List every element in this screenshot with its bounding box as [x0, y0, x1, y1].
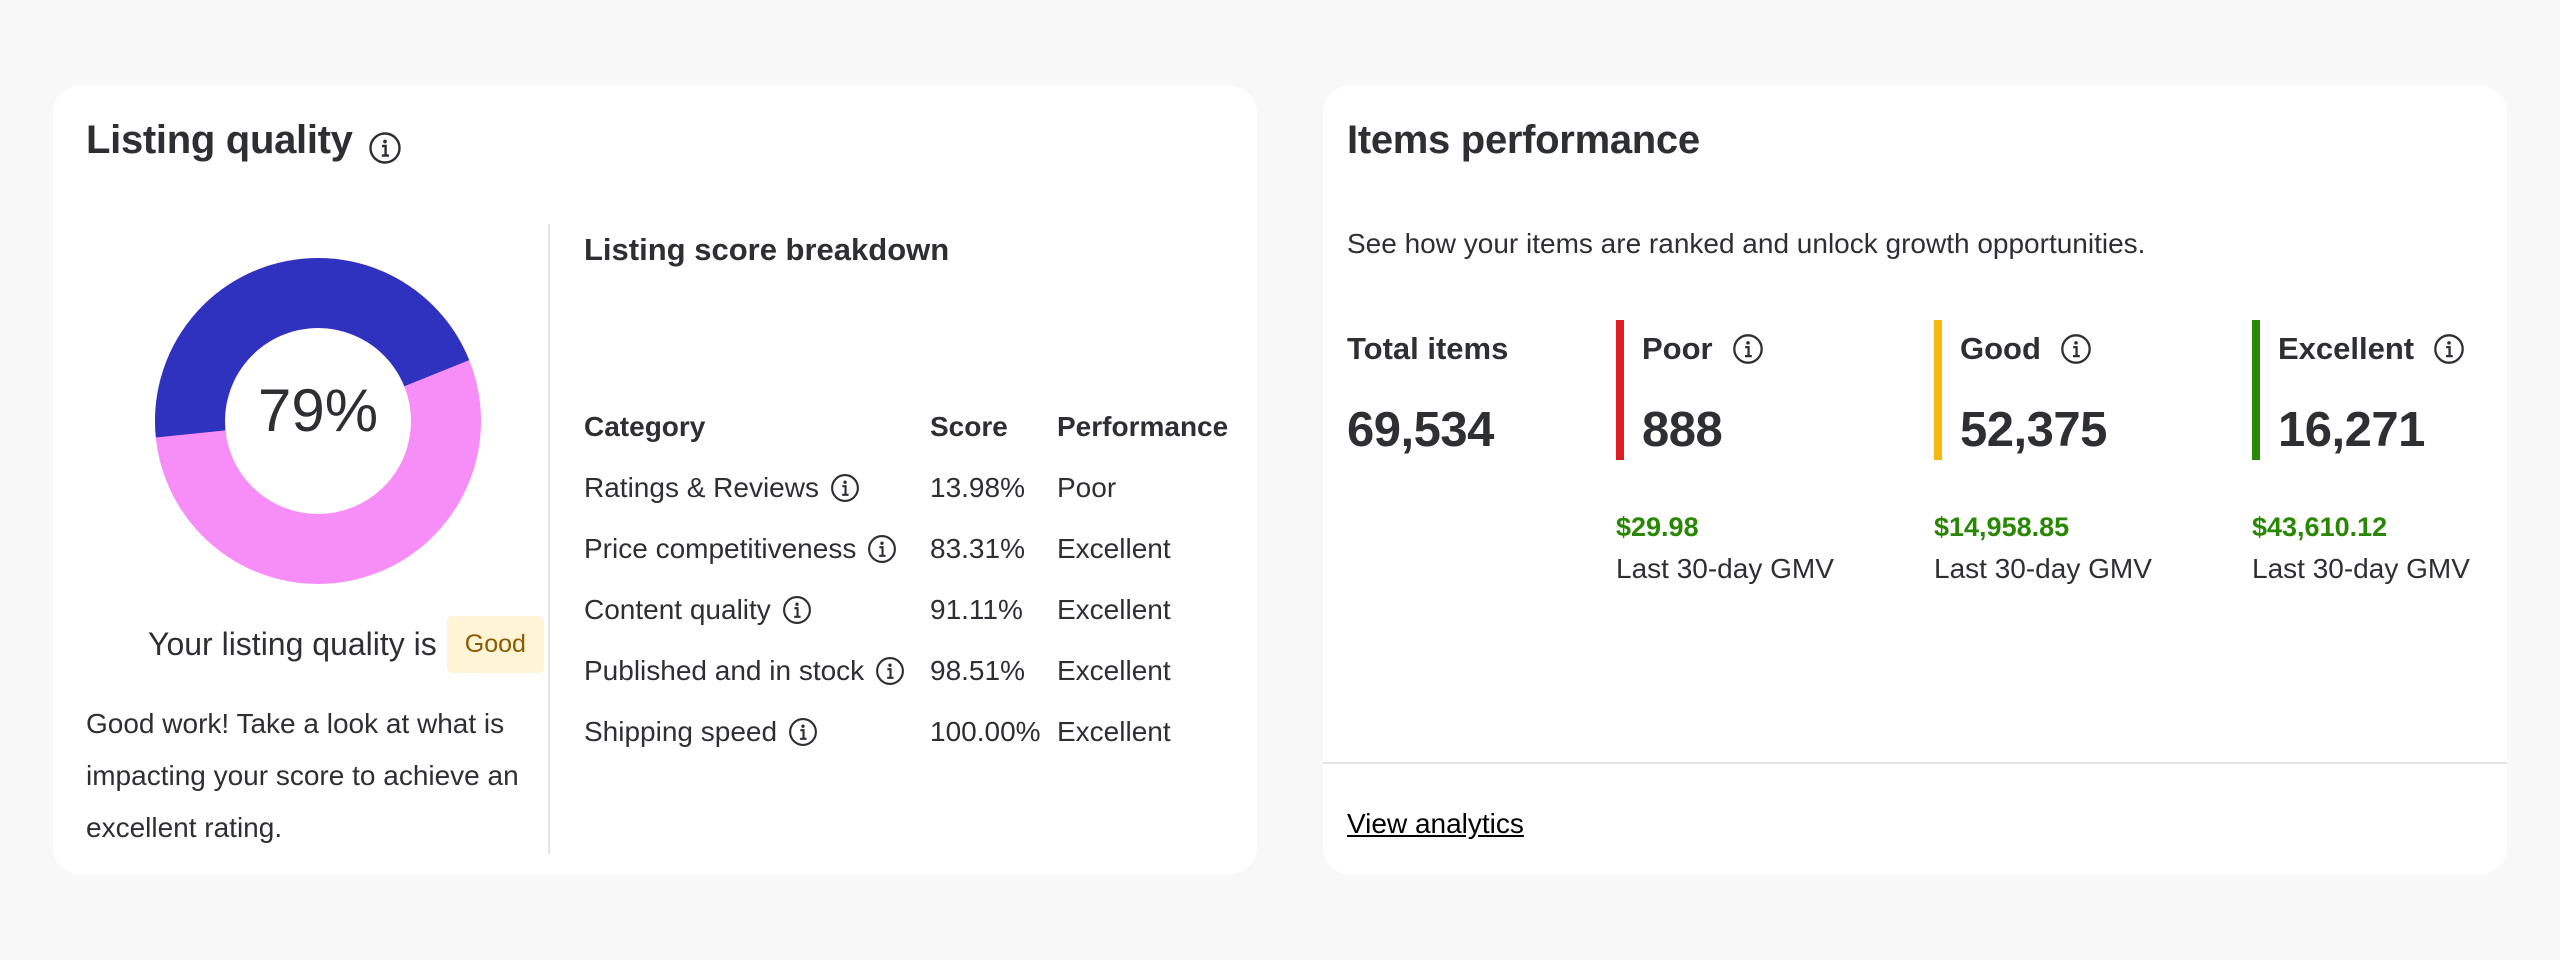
- row-performance: Excellent: [1057, 593, 1171, 625]
- status-prefix: Your listing quality is: [148, 626, 437, 662]
- row-category: Shipping speed: [584, 715, 778, 747]
- info-icon[interactable]: [787, 716, 819, 748]
- header-category: Category: [584, 410, 706, 442]
- table-row: Shipping speed 100.00% Excellent: [584, 701, 1257, 762]
- tier-good-gmv-label: Last 30-day GMV: [1934, 553, 2152, 584]
- section-divider: [548, 224, 550, 854]
- header-performance: Performance: [1057, 410, 1229, 442]
- section-divider: [1323, 762, 2507, 764]
- total-items-value: 69,534: [1347, 403, 1494, 457]
- info-icon[interactable]: [781, 594, 813, 626]
- row-score: 91.11%: [930, 593, 1023, 625]
- row-performance: Poor: [1057, 471, 1117, 503]
- status-badge: Good: [446, 616, 544, 673]
- tier-excellent-bar: [2252, 320, 2260, 460]
- row-category: Price competitiveness: [584, 532, 857, 564]
- listing-quality-status: Your listing quality is Good: [121, 616, 571, 673]
- listing-quality-donut-chart: [155, 258, 481, 584]
- tier-excellent-label: Excellent: [2278, 331, 2415, 366]
- tier-poor-bar: [1616, 320, 1624, 460]
- tier-excellent-value: 16,271: [2278, 403, 2425, 457]
- info-icon[interactable]: [866, 533, 898, 565]
- tier-poor-gmv-label: Last 30-day GMV: [1616, 553, 1834, 584]
- row-score: 98.51%: [930, 654, 1025, 686]
- listing-quality-message: Good work! Take a look at what is impact…: [86, 708, 519, 843]
- donut-score-label: 79%: [257, 377, 379, 444]
- table-row: Ratings & Reviews 13.98% Poor: [584, 457, 1257, 518]
- total-items-metric: Total items 69,534: [1347, 326, 1508, 458]
- donut-score-segment: [155, 258, 481, 584]
- tier-poor-label: Poor: [1642, 331, 1713, 366]
- row-category: Published and in stock: [584, 654, 865, 686]
- tier-good-label: Good: [1960, 331, 2041, 366]
- tier-poor-value: 888: [1642, 403, 1723, 457]
- listing-quality-title: Listing quality: [86, 118, 353, 162]
- table-row: Published and in stock 98.51% Excellent: [584, 640, 1257, 701]
- row-category: Ratings & Reviews: [584, 471, 819, 503]
- table-header-row: Category Score Performance: [584, 396, 1257, 457]
- items-performance-title: Items performance: [1347, 118, 1700, 162]
- row-score: 100.00%: [930, 715, 1041, 747]
- items-performance-card: Items performance See how your items are…: [1323, 86, 2507, 874]
- info-icon[interactable]: [829, 472, 861, 504]
- info-icon[interactable]: [2432, 332, 2466, 366]
- view-analytics-link[interactable]: View analytics: [1347, 808, 1524, 839]
- total-items-label: Total items: [1347, 331, 1509, 366]
- table-row: Content quality 91.11% Excellent: [584, 579, 1257, 640]
- info-icon[interactable]: [1731, 332, 1765, 366]
- tier-good-bar: [1934, 320, 1942, 460]
- listing-quality-card: Listing quality 79% Your listing quality…: [53, 86, 1257, 874]
- tier-excellent-gmv-label: Last 30-day GMV: [2252, 553, 2470, 584]
- table-row: Price competitiveness 83.31% Excellent: [584, 518, 1257, 579]
- info-icon[interactable]: [2059, 332, 2093, 366]
- tier-poor-gmv: $29.98: [1616, 512, 1699, 542]
- row-performance: Excellent: [1057, 532, 1171, 564]
- header-score: Score: [930, 410, 1008, 442]
- row-performance: Excellent: [1057, 654, 1171, 686]
- row-score: 13.98%: [930, 471, 1025, 503]
- breakdown-table: Category Score Performance Ratings & Rev…: [584, 396, 1257, 762]
- info-icon[interactable]: [874, 655, 906, 687]
- row-category: Content quality: [584, 593, 771, 625]
- tier-good-value: 52,375: [1960, 403, 2107, 457]
- row-score: 83.31%: [930, 532, 1025, 564]
- info-icon[interactable]: [367, 130, 403, 166]
- breakdown-title: Listing score breakdown: [584, 232, 950, 267]
- tier-excellent-gmv: $43,610.12: [2252, 512, 2388, 542]
- row-performance: Excellent: [1057, 715, 1171, 747]
- items-performance-subtitle: See how your items are ranked and unlock…: [1347, 228, 2146, 259]
- tier-good-gmv: $14,958.85: [1934, 512, 2070, 542]
